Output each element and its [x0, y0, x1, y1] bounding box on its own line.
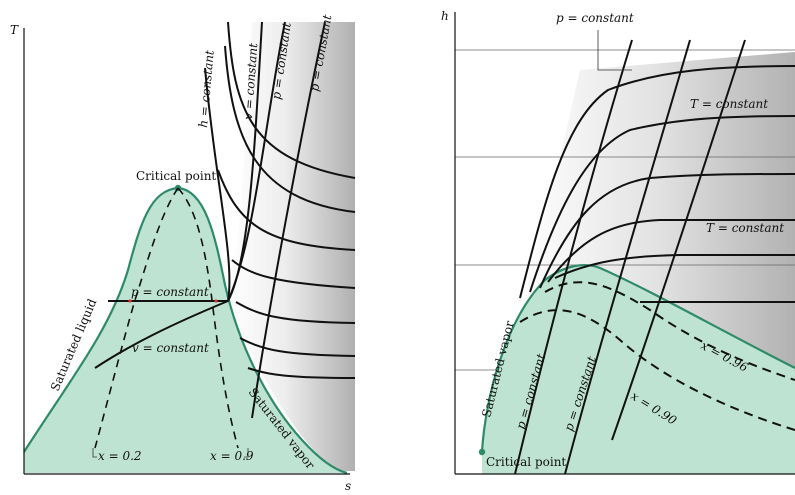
ts-x02-leader: [92, 448, 97, 458]
ts-x-axis-label: s: [345, 479, 351, 493]
hs-superheated-region: [520, 52, 795, 368]
h-constant-curve-1: [227, 21, 356, 179]
ts-x09-leader: [244, 448, 249, 458]
hs-p-constant-3: [611, 39, 746, 441]
ts-y-axis-label: T: [10, 23, 19, 37]
hs-p-constant-2: [564, 39, 691, 475]
ts-p-constant-label: p = constant: [131, 285, 209, 299]
saturation-dome: [24, 188, 347, 473]
h-constant-curve-2: [224, 45, 356, 213]
ts-x02-label: x = 0.2: [98, 449, 142, 463]
tie-marker-1: [128, 299, 132, 303]
v-constant-line-dome: [94, 300, 229, 369]
quality-line-x02: [94, 187, 179, 449]
p-constant-curve-2: [251, 21, 326, 419]
saturated-liquid-line: [23, 186, 179, 453]
h-constant-curve-6: [239, 337, 356, 357]
hs-quality-096: [544, 281, 795, 381]
hs-p-constant-1: [514, 39, 633, 475]
ts-v-constant-label: v = constant: [132, 341, 209, 355]
hs-t-constant-4: [547, 218, 795, 283]
h-constant-curve-5: [235, 301, 356, 324]
ts-critical-point-label: Critical point: [136, 169, 216, 183]
tie-marker-2: [214, 299, 218, 303]
hs-t-constant-3: [539, 173, 795, 289]
hs-y-axis-label: h: [441, 9, 449, 23]
h-constant-curve-3: [217, 169, 356, 251]
ts-h-constant-label: h = constant: [196, 49, 217, 128]
hs-t-constant-1: [519, 65, 795, 299]
p-constant-curve-1: [227, 21, 286, 302]
h-constant-top: [204, 67, 231, 302]
hs-critical-point-marker: [478, 448, 486, 456]
hs-saturation-dome: [482, 265, 795, 474]
hs-t-constant-1-label: T = constant: [690, 97, 768, 111]
hs-critical-point-label: Critical point: [486, 455, 566, 469]
hs-p-constant-top-label: p = constant: [556, 11, 634, 25]
hs-t-constant-5: [554, 253, 795, 279]
hs-quality-090: [519, 309, 795, 431]
hs-diagram: h p = constant T = constant T = constant…: [441, 9, 795, 475]
ts-x09-label: x = 0.9: [210, 449, 254, 463]
hs-t-constant-2-label: T = constant: [706, 221, 784, 235]
hs-saturated-vapor-line: [480, 264, 795, 453]
saturated-vapor-line: [177, 186, 348, 475]
hs-p-constant-leader: [597, 30, 632, 71]
hs-t-constant-2: [529, 115, 795, 293]
ts-diagram: T s Critical point p = constant v = cons…: [10, 13, 356, 493]
h-constant-curve-4: [231, 259, 356, 289]
h-constant-curve-7: [247, 367, 356, 379]
ts-v-constant-top-label: v = constant: [241, 42, 260, 120]
